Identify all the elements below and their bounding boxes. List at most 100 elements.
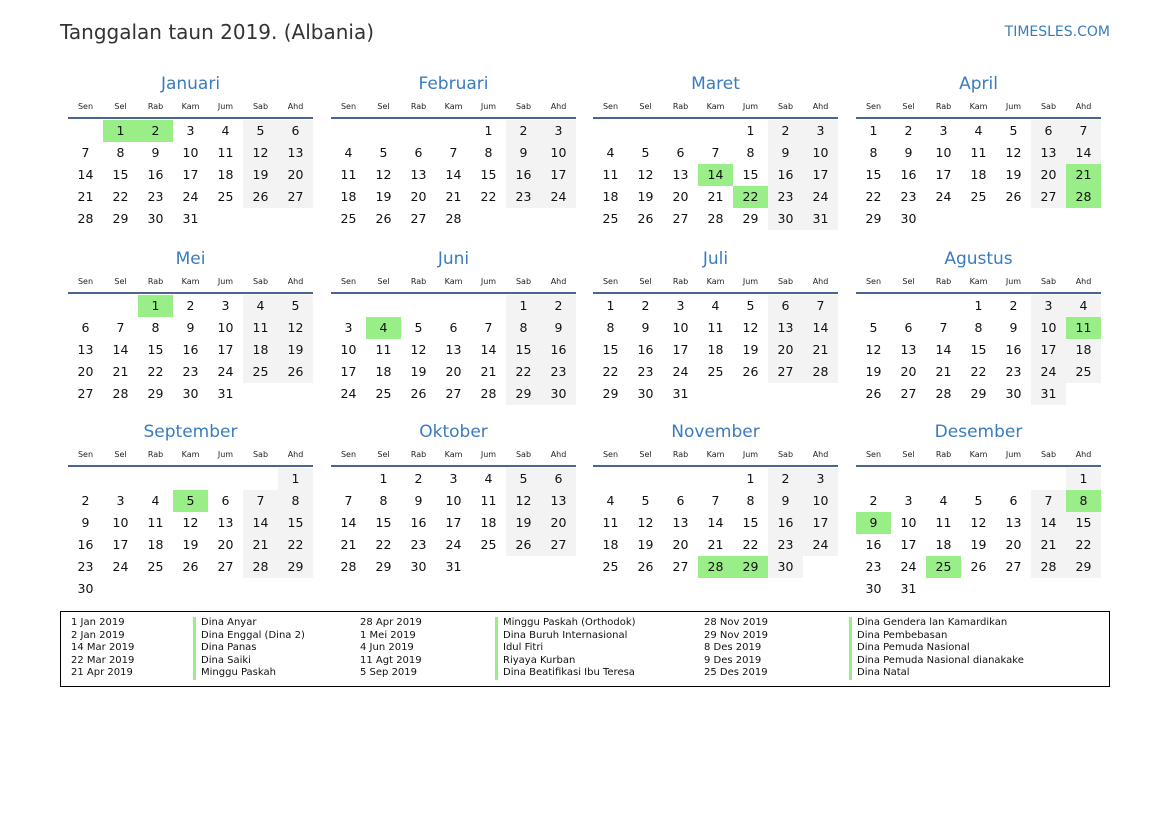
month-title: Desember bbox=[934, 422, 1023, 442]
day: 6 bbox=[541, 468, 576, 490]
weekday-label: Rab bbox=[672, 277, 689, 286]
day: 18 bbox=[147, 537, 164, 552]
day: 25 bbox=[217, 189, 234, 204]
month-april: April Sen Sel Rab Kam Jum Sab Ahd 1 2 3 4 5 6 7 8 9 10 11 1… bbox=[856, 73, 1101, 230]
holiday-day: 14 bbox=[698, 164, 733, 186]
day: 7 bbox=[449, 145, 458, 160]
day: 5 bbox=[379, 145, 388, 160]
weekday-label: Ahd bbox=[287, 277, 304, 286]
day: 13 bbox=[1005, 515, 1022, 530]
weekday-label: Sel bbox=[902, 450, 915, 459]
day: 13 bbox=[541, 490, 576, 512]
weekday-label: Sen bbox=[340, 102, 357, 111]
weekday-label: Sen bbox=[602, 450, 619, 459]
weekday-label: Sen bbox=[865, 102, 882, 111]
day: 16 bbox=[182, 342, 199, 357]
day: 10 bbox=[340, 342, 357, 357]
holiday-day: 1 bbox=[138, 295, 173, 317]
day: 30 bbox=[768, 208, 803, 230]
legend-holiday-name: Dina Pembebasan bbox=[849, 629, 1024, 643]
legend-date: 28 Nov 2019 bbox=[704, 617, 769, 628]
day: 16 bbox=[768, 164, 803, 186]
legend-date: 1 Jan 2019 bbox=[71, 617, 125, 628]
day: 9 bbox=[904, 145, 913, 160]
weekday-label: Rab bbox=[672, 102, 689, 111]
day: 19 bbox=[182, 537, 199, 552]
day: 14 bbox=[112, 342, 129, 357]
day: 17 bbox=[935, 167, 952, 182]
weekday-label: Sen bbox=[77, 102, 94, 111]
day: 24 bbox=[1031, 361, 1066, 383]
day: 26 bbox=[410, 386, 427, 401]
weekday-label: Sel bbox=[639, 450, 652, 459]
weekday-label: Ahd bbox=[550, 102, 567, 111]
month-title: April bbox=[959, 74, 998, 94]
day: 22 bbox=[147, 364, 164, 379]
day: 26 bbox=[637, 559, 654, 574]
day: 23 bbox=[147, 189, 164, 204]
weekday-label: Kam bbox=[181, 102, 200, 111]
weekday-label: Jum bbox=[742, 450, 759, 459]
day: 12 bbox=[742, 320, 759, 335]
day: 24 bbox=[935, 189, 952, 204]
day: 10 bbox=[445, 493, 462, 508]
day: 9 bbox=[414, 493, 423, 508]
day: 27 bbox=[217, 559, 234, 574]
weekday-label: Jum bbox=[480, 277, 497, 286]
day: 21 bbox=[243, 534, 278, 556]
site-link[interactable]: TIMESLES.COM bbox=[1004, 24, 1110, 40]
weekday-label: Sen bbox=[602, 277, 619, 286]
day: 15 bbox=[112, 167, 129, 182]
month-november: November Sen Sel Rab Kam Jum Sab Ahd 1 2 3 4 5 6 7 8 9 10… bbox=[593, 421, 838, 578]
day: 30 bbox=[900, 211, 917, 226]
day: 26 bbox=[182, 559, 199, 574]
day: 11 bbox=[480, 493, 497, 508]
month-februari: Februari Sen Sel Rab Kam Jum Sab Ahd 1 2 3 4 5 6 7 8 9 10… bbox=[331, 73, 576, 230]
day: 17 bbox=[1031, 339, 1066, 361]
day: 8 bbox=[506, 317, 541, 339]
day: 14 bbox=[707, 515, 724, 530]
weekday-label: Sel bbox=[639, 102, 652, 111]
day: 6 bbox=[414, 145, 423, 160]
day: 10 bbox=[935, 145, 952, 160]
month-mei: Mei Sen Sel Rab Kam Jum Sab Ahd 1 2 3 4 5 6 7 8 9 10 11 12 1… bbox=[68, 248, 313, 405]
day: 31 bbox=[217, 386, 234, 401]
month-title: Maret bbox=[691, 74, 740, 94]
day: 13 bbox=[278, 142, 313, 164]
day: 3 bbox=[803, 468, 838, 490]
day: 31 bbox=[803, 208, 838, 230]
weekday-label: Jum bbox=[217, 450, 234, 459]
day: 24 bbox=[541, 186, 576, 208]
day: 2 bbox=[186, 298, 195, 313]
day: 20 bbox=[768, 339, 803, 361]
day: 21 bbox=[707, 189, 724, 204]
legend-date: 1 Mei 2019 bbox=[360, 629, 416, 641]
legend-date: 29 Nov 2019 bbox=[704, 629, 769, 641]
day: 30 bbox=[1005, 386, 1022, 401]
day: 9 bbox=[541, 317, 576, 339]
day: 16 bbox=[147, 167, 164, 182]
weekday-label: Sen bbox=[340, 277, 357, 286]
weekday-label: Sel bbox=[114, 102, 127, 111]
day: 4 bbox=[606, 493, 615, 508]
page-title: Tanggalan taun 2019. (Albania) bbox=[60, 20, 375, 44]
weekday-label: Sel bbox=[902, 102, 915, 111]
day: 31 bbox=[1031, 383, 1066, 405]
month-title: Juni bbox=[437, 249, 470, 269]
day: 4 bbox=[484, 471, 493, 486]
day: 11 bbox=[602, 167, 619, 182]
day: 5 bbox=[278, 295, 313, 317]
legend-date: 2 Jan 2019 bbox=[71, 629, 125, 641]
weekday-label: Jum bbox=[1005, 102, 1022, 111]
day: 23 bbox=[182, 364, 199, 379]
day: 6 bbox=[676, 145, 685, 160]
day: 18 bbox=[602, 537, 619, 552]
weekday-label: Ahd bbox=[287, 450, 304, 459]
day: 7 bbox=[1066, 120, 1101, 142]
day: 13 bbox=[77, 342, 94, 357]
weekday-label: Jum bbox=[1005, 450, 1022, 459]
day: 22 bbox=[375, 537, 392, 552]
weekday-label: Sab bbox=[777, 277, 794, 286]
day: 21 bbox=[340, 537, 357, 552]
day: 18 bbox=[480, 515, 497, 530]
